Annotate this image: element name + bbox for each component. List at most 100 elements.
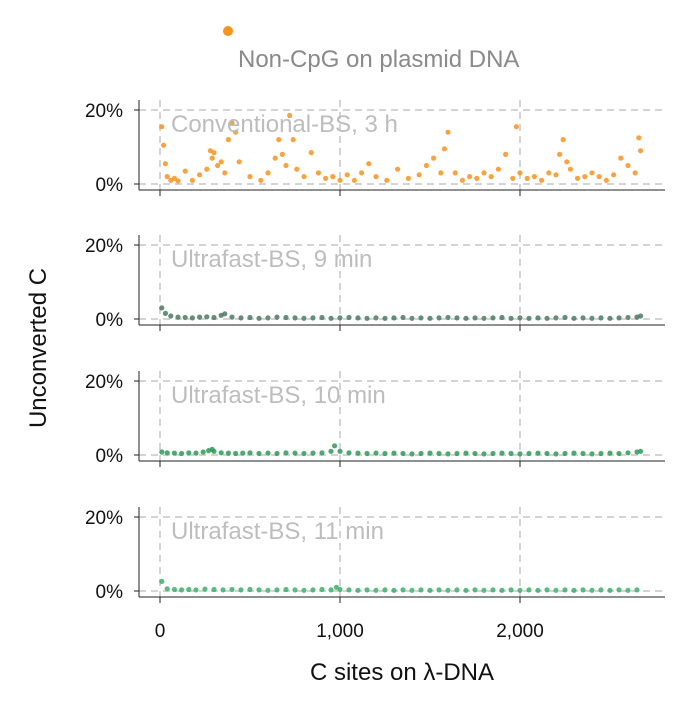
data-point: [553, 587, 559, 593]
data-point: [229, 586, 235, 593]
series-points: [159, 443, 644, 457]
data-point: [247, 586, 253, 593]
y-tick-label: 0%: [96, 310, 124, 331]
data-point: [323, 175, 329, 181]
data-point: [159, 449, 165, 455]
data-point: [319, 586, 325, 593]
data-point: [580, 587, 586, 593]
data-point: [544, 450, 550, 457]
data-point: [204, 166, 210, 172]
data-point: [409, 315, 415, 321]
data-point: [292, 450, 298, 456]
data-point: [427, 315, 433, 321]
data-point: [567, 166, 574, 172]
panel-title: Ultrafast-BS, 10 min: [171, 382, 386, 409]
data-point: [186, 450, 192, 456]
data-point: [596, 174, 602, 180]
data-point: [557, 151, 563, 157]
data-point: [193, 450, 199, 456]
data-point: [616, 587, 622, 593]
data-point: [373, 174, 379, 180]
data-point: [580, 450, 586, 457]
data-point: [364, 450, 370, 457]
data-point: [301, 315, 307, 321]
data-point: [162, 310, 168, 316]
data-point: [571, 315, 577, 321]
data-point: [197, 314, 203, 320]
data-point: [337, 315, 343, 321]
data-point: [481, 587, 487, 593]
data-point: [553, 172, 559, 178]
data-point: [472, 587, 478, 593]
data-point: [346, 314, 352, 321]
data-point: [607, 450, 613, 456]
data-point: [301, 450, 307, 457]
data-point: [607, 315, 613, 321]
data-point: [454, 587, 460, 593]
data-point: [182, 168, 188, 174]
data-point: [211, 448, 217, 454]
data-point: [220, 587, 226, 593]
data-point: [189, 177, 195, 183]
x-tick-label: 0: [155, 621, 166, 642]
data-point: [159, 578, 165, 585]
data-point: [539, 177, 545, 183]
data-point: [162, 161, 168, 167]
panel-title: Ultrafast-BS, 11 min: [171, 518, 384, 545]
data-point: [427, 450, 433, 456]
data-point: [474, 175, 480, 181]
data-point: [256, 587, 262, 593]
legend-label: Non-CpG on plasmid DNA: [238, 46, 519, 73]
data-point: [535, 315, 541, 321]
data-point: [589, 451, 595, 457]
data-point: [544, 315, 550, 321]
data-point: [463, 450, 469, 456]
data-point: [193, 587, 199, 593]
data-point: [495, 166, 501, 172]
data-point: [488, 174, 494, 180]
data-point: [524, 175, 530, 181]
data-point: [258, 177, 264, 183]
data-point: [189, 315, 195, 321]
data-point: [589, 315, 595, 321]
data-point: [283, 450, 289, 456]
data-point: [159, 305, 165, 311]
data-point: [636, 135, 642, 141]
data-point: [218, 450, 224, 456]
data-point: [236, 159, 242, 165]
data-point: [161, 142, 167, 148]
data-point: [332, 443, 338, 449]
data-point: [438, 170, 444, 176]
data-point: [589, 170, 595, 176]
data-point: [395, 166, 401, 172]
data-point: [382, 450, 388, 457]
data-point: [355, 450, 361, 456]
data-point: [247, 450, 253, 456]
data-point: [616, 450, 622, 457]
series-points: [159, 305, 644, 321]
data-point: [391, 587, 397, 593]
data-point: [355, 587, 361, 593]
data-point: [526, 315, 532, 321]
data-point: [337, 586, 343, 593]
data-point: [364, 315, 370, 321]
data-point: [274, 450, 280, 457]
data-point: [499, 314, 505, 321]
data-point: [481, 451, 487, 457]
data-point: [553, 451, 559, 457]
panel-4: 0% 20% Ultrafast-BS, 11 min: [85, 507, 665, 603]
data-point: [175, 178, 181, 184]
data-point: [294, 166, 300, 172]
data-point: [598, 450, 604, 457]
data-point: [638, 448, 644, 454]
data-point: [405, 175, 411, 181]
data-point: [562, 314, 568, 321]
data-point: [508, 450, 514, 457]
data-point: [634, 587, 640, 593]
data-point: [625, 450, 631, 456]
data-point: [265, 450, 271, 456]
data-point: [287, 112, 293, 119]
data-point: [508, 587, 514, 593]
data-point: [247, 314, 253, 321]
data-point: [531, 174, 538, 180]
